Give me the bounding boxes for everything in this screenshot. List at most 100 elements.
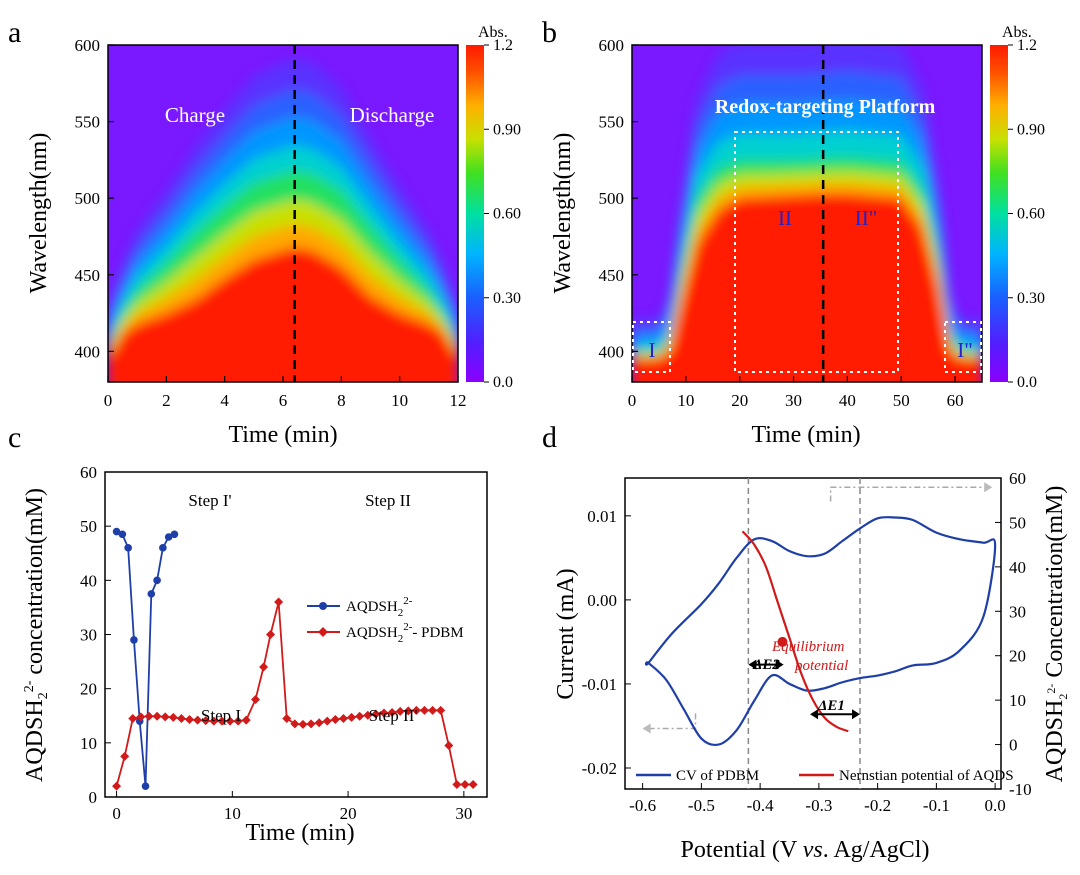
point-marker — [452, 780, 462, 790]
point-marker — [193, 715, 203, 725]
point-marker — [363, 710, 373, 720]
x-tick-label: -0.3 — [805, 796, 832, 815]
colorbar-b-title: Abs. — [1002, 24, 1032, 41]
x-tick-label: 10 — [677, 391, 694, 410]
y-tick-label: 30 — [80, 626, 97, 645]
legend-c-marker-blue — [319, 602, 327, 610]
heatmap-b-axes: 0 10 20 30 40 50 60 400 450 500 550 600 — [599, 36, 964, 410]
heatmap-a-ylabel: Wavelength(nm) — [26, 133, 52, 294]
point-marker — [160, 712, 170, 722]
point-marker — [241, 715, 251, 725]
point-marker — [428, 705, 438, 715]
y2-tick-label: 50 — [1009, 513, 1026, 532]
point-marker — [185, 715, 195, 725]
panel-letter-d: d — [542, 421, 557, 454]
heatmap-b-ylabel: Wavelength(nm) — [550, 133, 576, 294]
colorbar-a-title: Abs. — [478, 24, 508, 41]
right-axis-hint-line — [829, 486, 987, 502]
point-marker — [112, 527, 121, 536]
point-marker — [282, 713, 292, 723]
point-marker — [136, 712, 146, 722]
annotation-discharge: Discharge — [350, 103, 435, 127]
point-marker — [225, 716, 235, 726]
line-c-axes: 0 10 20 30 0 10 20 30 40 50 60 — [80, 463, 472, 823]
y-tick-label: 40 — [80, 571, 97, 590]
panel-letter-a: a — [8, 16, 21, 49]
heatmap-panel-b: 0 10 20 30 40 50 60 400 450 500 550 600 Redox-targe… — [550, 24, 1045, 448]
line-d-series — [642, 478, 997, 789]
x-tick-label: -0.2 — [864, 796, 891, 815]
legend-c-label-1: AQDSH22- — [346, 595, 413, 619]
y-tick-label: 20 — [80, 680, 97, 699]
y-tick-label: 550 — [599, 113, 625, 132]
colorbar-tick-label: 0.30 — [493, 290, 521, 307]
point-marker — [112, 781, 122, 791]
y-tick-label: 450 — [599, 266, 625, 285]
annotation-delta-e1: ΔE1 — [817, 698, 845, 714]
nernst-curve — [741, 530, 849, 733]
y-tick-label: 500 — [75, 189, 101, 208]
y-tick-label: 60 — [80, 463, 97, 482]
point-marker — [387, 708, 397, 717]
x-tick-label: 0 — [112, 804, 121, 823]
x-tick-label: 12 — [450, 391, 467, 410]
x-tick-label: 20 — [731, 391, 748, 410]
delta-e1-arrow-head-right — [852, 709, 860, 720]
point-marker — [444, 741, 454, 751]
colorbar-a-ticks: 0.0 0.30 0.60 0.90 1.2 — [484, 37, 521, 391]
colorbar-tick-label: 0.90 — [493, 121, 521, 138]
line-d-y2label: AQDSH22- Concentration(mM) — [1042, 486, 1070, 783]
y-tick-label: 400 — [75, 342, 101, 361]
point-marker — [152, 711, 162, 721]
colorbar-tick-label: 0.0 — [493, 374, 513, 391]
line-d-xlabel: Potential (V vs. Ag/AgCl) — [681, 837, 930, 863]
y-tick-label: 400 — [599, 342, 625, 361]
x-tick-label: 10 — [224, 804, 241, 823]
x-tick-label: 0 — [104, 391, 113, 410]
x-tick-label: -0.1 — [923, 796, 950, 815]
region-label-I-double-prime: I" — [957, 338, 973, 362]
y-tick-label: 50 — [80, 517, 97, 536]
x-tick-label: 30 — [785, 391, 802, 410]
region-label-I: I — [649, 338, 656, 362]
colorbar-tick-label: 0.0 — [1017, 374, 1037, 391]
line-d-axes: -0.6 -0.5 -0.4 -0.3 -0.2 -0.1 0.0 -0.02 -0.01 0.0… — [582, 469, 1032, 815]
left-axis-hint-arrow — [642, 723, 651, 734]
annotation-equilibrium: Equilibrium — [771, 639, 845, 655]
point-marker — [250, 695, 260, 704]
legend-c: AQDSH22- AQDSH22-- PDBM — [307, 595, 464, 645]
series-line-0 — [116, 530, 175, 787]
point-marker — [468, 780, 478, 790]
x-tick-label: 50 — [893, 391, 910, 410]
y2-tick-label: -10 — [1009, 780, 1032, 799]
heatmap-b-frame — [631, 44, 983, 383]
panel-letter-b: b — [542, 16, 557, 49]
y-tick-label: 0.00 — [587, 591, 617, 610]
line-c-series — [112, 527, 478, 791]
y-tick-label: 550 — [75, 113, 101, 132]
heatmap-b-plot — [632, 45, 982, 382]
y-tick-label: -0.02 — [582, 759, 617, 778]
x-tick-label: 30 — [455, 804, 472, 823]
heatmap-a-xlabel: Time (min) — [228, 422, 337, 448]
legend-c-marker-red — [318, 627, 328, 637]
point-marker — [141, 782, 150, 790]
y2-tick-label: 30 — [1009, 602, 1026, 621]
x-tick-label: 4 — [220, 391, 229, 410]
x-tick-label: -0.4 — [747, 796, 774, 815]
y-tick-label: 500 — [599, 189, 625, 208]
heatmap-bands — [632, 45, 982, 382]
colorbar-tick-label: 1.2 — [1017, 37, 1037, 54]
line-c-xlabel: Time (min) — [245, 820, 354, 846]
point-marker — [233, 716, 243, 726]
x-tick-label: -0.5 — [688, 796, 715, 815]
x-tick-label: 10 — [391, 391, 408, 410]
step-label-II: Step II — [365, 491, 411, 510]
heatmap-panel-a: 0 2 4 6 8 10 12 400 450 500 550 600 Charge Discharg… — [26, 24, 521, 448]
colorbar-b — [990, 45, 1008, 382]
colorbar-tick-label: 0.60 — [1017, 206, 1045, 223]
point-marker — [274, 597, 284, 607]
annotation-potential: potential — [794, 658, 848, 674]
point-marker — [322, 716, 332, 726]
point-marker — [460, 780, 470, 790]
